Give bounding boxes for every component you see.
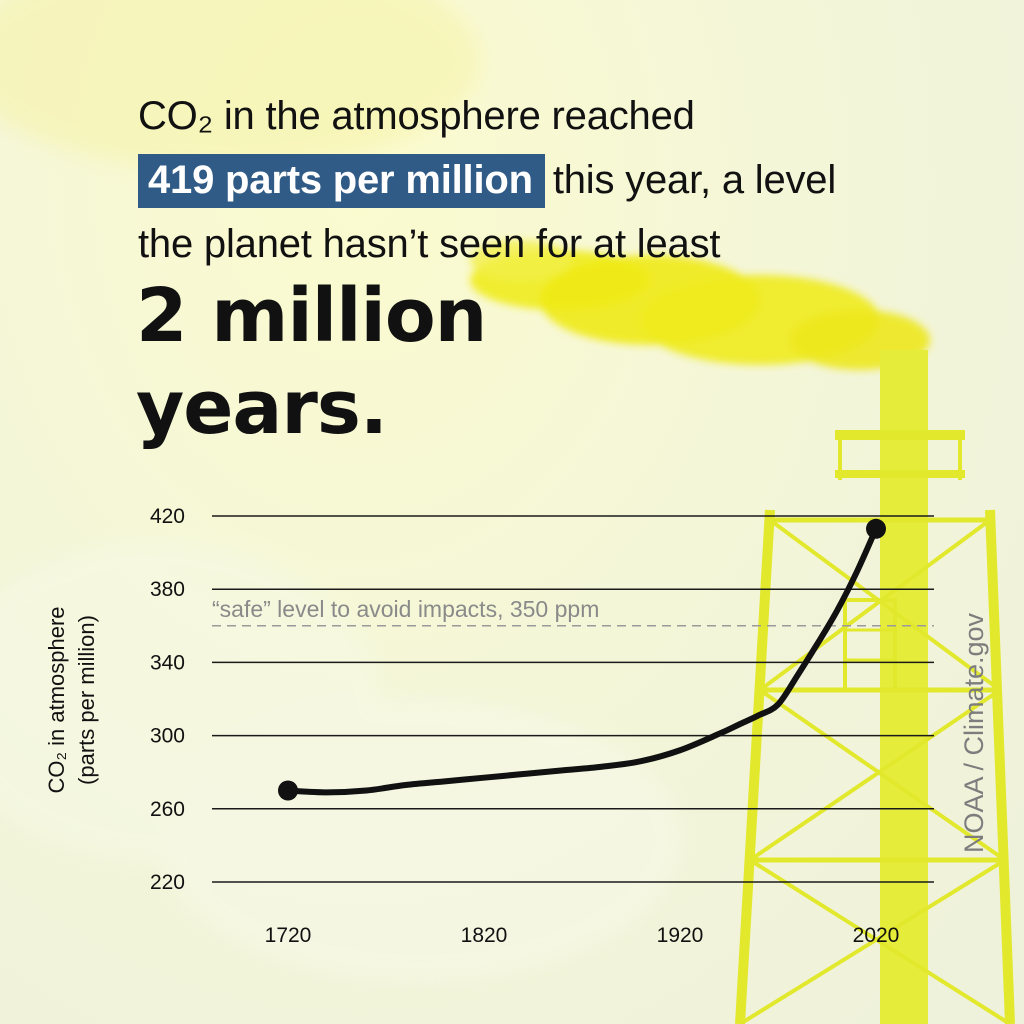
x-tick-label: 1720 bbox=[265, 924, 312, 947]
y-tick-label: 420 bbox=[150, 505, 185, 528]
headline-line-2: 419 parts per million this year, a level bbox=[138, 148, 836, 212]
y-axis-label: CO₂ in atmosphere (parts per million) bbox=[44, 606, 99, 793]
credit-text: NOAA / Climate.gov bbox=[959, 612, 989, 853]
y-tick-label: 220 bbox=[150, 871, 185, 894]
x-tick-label: 1820 bbox=[461, 924, 508, 947]
industrial-tower bbox=[735, 350, 1015, 1024]
x-tick-label: 2020 bbox=[853, 924, 900, 947]
co2-series-line bbox=[285, 525, 879, 796]
grid bbox=[212, 515, 934, 883]
headline-big-1: 2 million bbox=[136, 273, 487, 359]
smoke-plume bbox=[470, 240, 930, 370]
y-tick-label: 380 bbox=[150, 578, 185, 601]
headline-big-2: years. bbox=[136, 365, 388, 451]
y-tick-label: 340 bbox=[150, 651, 185, 674]
headline: CO₂ in the atmosphere reached 419 parts … bbox=[138, 84, 836, 276]
x-tick-label: 1920 bbox=[657, 924, 704, 947]
y-tick-label: 260 bbox=[150, 798, 185, 821]
safe-level-label: “safe” level to avoid impacts, 350 ppm bbox=[212, 596, 599, 622]
series-group bbox=[278, 518, 886, 801]
highlight-value: 419 parts per million bbox=[138, 154, 545, 208]
y-tick-labels: 220 260 300 340 380 420 bbox=[150, 505, 185, 894]
reference-line-group: “safe” level to avoid impacts, 350 ppm bbox=[212, 596, 934, 627]
x-tick-labels: 1720 1820 1920 2020 bbox=[265, 924, 900, 947]
headline-line-3: the planet hasn’t seen for at least bbox=[138, 222, 721, 266]
y-axis-label-line: CO₂ in atmosphere bbox=[44, 606, 69, 793]
y-tick-label: 300 bbox=[150, 725, 185, 748]
end-point-marker bbox=[866, 518, 886, 539]
headline-line-1: CO₂ in the atmosphere reached bbox=[138, 94, 695, 138]
headline-line-2-rest: this year, a level bbox=[552, 158, 837, 202]
start-point-marker bbox=[278, 780, 298, 801]
y-axis-label-line: (parts per million) bbox=[74, 615, 99, 785]
